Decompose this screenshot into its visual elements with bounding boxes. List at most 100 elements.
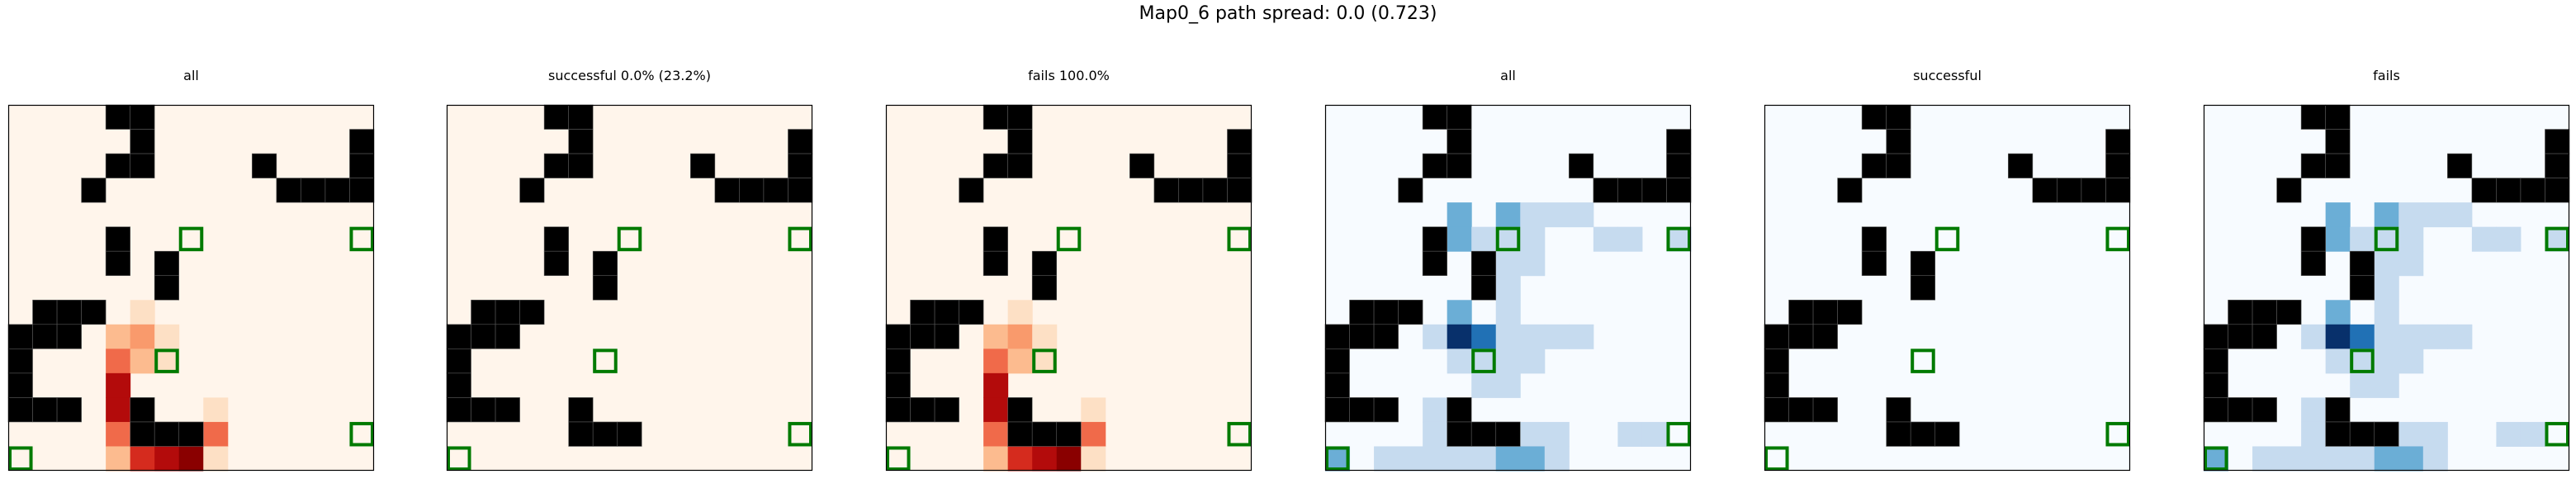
wall-cell xyxy=(2325,153,2351,178)
wall-cell xyxy=(1447,397,1472,423)
goal-marker xyxy=(1032,349,1057,373)
figure-title: Map0_6 path spread: 0.0 (0.723) xyxy=(1139,3,1437,24)
wall-cell xyxy=(1129,153,1155,178)
wall-cell xyxy=(2105,129,2131,154)
wall-cell xyxy=(910,397,935,423)
wall-cell xyxy=(592,250,618,277)
heat-cell xyxy=(1520,349,1546,374)
heat-cell xyxy=(2374,324,2399,349)
heatmap-panel xyxy=(446,104,813,472)
wall-cell xyxy=(2349,275,2375,301)
wall-cell xyxy=(1422,250,1447,277)
wall-cell xyxy=(1812,324,1838,349)
wall-cell xyxy=(983,226,1008,252)
wall-cell xyxy=(1178,178,1204,203)
wall-cell xyxy=(1007,421,1033,447)
wall-cell xyxy=(56,299,82,325)
heat-cell xyxy=(1569,202,1594,228)
wall-cell xyxy=(1373,324,1399,349)
heat-cell xyxy=(203,397,229,423)
goal-marker xyxy=(1764,446,1789,472)
heat-cell xyxy=(106,446,131,472)
wall-cell xyxy=(252,153,277,178)
heat-cell xyxy=(1471,226,1497,252)
wall-cell xyxy=(1861,250,1887,277)
heat-cell xyxy=(1544,202,1570,228)
heat-cell xyxy=(2398,446,2424,472)
panel-frame xyxy=(1324,104,1692,472)
wall-cell xyxy=(2252,299,2277,325)
wall-cell xyxy=(2325,129,2351,154)
wall-cell xyxy=(1886,153,1911,178)
wall-cell xyxy=(2032,178,2057,203)
wall-cell xyxy=(568,104,594,130)
wall-cell xyxy=(519,178,545,203)
heat-cell xyxy=(154,349,180,374)
wall-cell xyxy=(1886,421,1911,447)
heat-cell xyxy=(130,324,155,349)
heat-cell xyxy=(2301,446,2327,472)
wall-cell xyxy=(2545,153,2570,178)
goal-marker xyxy=(788,421,813,447)
wall-cell xyxy=(495,299,520,325)
wall-cell xyxy=(2471,178,2497,203)
wall-cell xyxy=(1447,153,1472,178)
heat-cell xyxy=(2252,446,2278,472)
goal-marker xyxy=(1911,349,1935,373)
wall-cell xyxy=(1007,153,1033,178)
heat-cell xyxy=(1520,324,1546,349)
wall-cell xyxy=(471,299,496,325)
heat-cell xyxy=(106,324,131,349)
wall-cell xyxy=(543,226,569,252)
heat-cell xyxy=(2496,421,2522,447)
heatmap-panel xyxy=(7,104,375,472)
wall-cell xyxy=(543,250,569,277)
wall-cell xyxy=(1861,226,1887,252)
heatmap-panel xyxy=(1764,104,2131,472)
panel-title: successful xyxy=(1913,68,1982,83)
wall-cell xyxy=(1227,153,1252,178)
heat-cell xyxy=(154,324,180,349)
goal-marker xyxy=(1934,226,1960,252)
wall-cell xyxy=(1056,421,1082,447)
heat-cell xyxy=(130,446,155,472)
goal-marker xyxy=(788,226,813,252)
heat-cell xyxy=(1471,446,1497,472)
heat-cell xyxy=(983,349,1009,374)
wall-cell xyxy=(2325,421,2351,447)
wall-cell xyxy=(1886,397,1911,423)
heat-cell xyxy=(1617,226,1643,252)
wall-cell xyxy=(1764,397,1789,423)
wall-cell xyxy=(543,153,569,178)
wall-cell xyxy=(349,129,375,154)
heat-cell xyxy=(2301,397,2327,423)
heat-cell xyxy=(1447,300,1472,325)
wall-cell xyxy=(1788,324,1814,349)
goal-marker xyxy=(593,349,618,373)
wall-cell xyxy=(105,104,130,130)
heat-cell xyxy=(1520,446,1546,472)
wall-cell xyxy=(934,397,959,423)
goal-marker xyxy=(617,226,642,252)
wall-cell xyxy=(1422,153,1447,178)
heat-cell xyxy=(2374,275,2399,301)
wall-cell xyxy=(1812,397,1838,423)
heat-cell xyxy=(106,421,131,447)
wall-cell xyxy=(32,324,58,349)
wall-cell xyxy=(2008,153,2034,178)
wall-cell xyxy=(130,397,155,423)
wall-cell xyxy=(1569,153,1594,178)
wall-cell xyxy=(1812,299,1838,325)
goal-marker xyxy=(2545,226,2570,252)
panel-frame xyxy=(446,104,813,472)
heat-cell xyxy=(1374,446,1399,472)
wall-cell xyxy=(7,349,33,374)
heat-cell xyxy=(106,372,131,398)
wall-cell xyxy=(2057,178,2082,203)
heat-cell xyxy=(2325,349,2351,374)
wall-cell xyxy=(1470,275,1497,301)
wall-cell xyxy=(788,178,813,203)
goal-marker xyxy=(2545,421,2570,447)
heat-cell xyxy=(2471,226,2497,252)
wall-cell xyxy=(1910,421,1936,447)
